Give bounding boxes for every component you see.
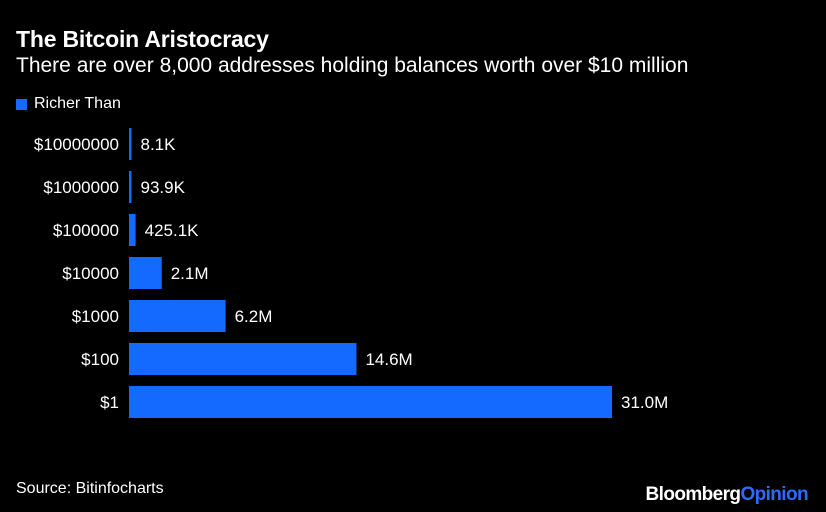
chart-subtitle: There are over 8,000 addresses holding b… <box>16 54 689 77</box>
brand-primary: Bloomberg <box>645 484 741 505</box>
y-tick-label: $1000000 <box>43 178 119 197</box>
y-tick-label: $10000000 <box>34 135 119 154</box>
bar <box>129 257 162 289</box>
bar <box>129 171 132 203</box>
chart-title: The Bitcoin Aristocracy <box>16 26 269 52</box>
data-label: 425.1K <box>145 221 200 240</box>
legend-swatch <box>16 98 27 110</box>
bloomberg-opinion-logo: BloombergOpinion <box>645 484 809 506</box>
y-tick-label: $1 <box>100 393 119 412</box>
y-tick-label: $100 <box>81 350 119 369</box>
data-label: 2.1M <box>171 264 209 283</box>
bar <box>129 300 226 332</box>
data-label: 8.1K <box>141 135 177 154</box>
brand-secondary: Opinion <box>740 484 808 505</box>
data-label: 6.2M <box>235 307 273 326</box>
data-label: 31.0M <box>621 393 668 412</box>
y-tick-label: $10000 <box>62 264 119 283</box>
source-note: Source: Bitinfocharts <box>16 480 164 497</box>
y-tick-label: $1000 <box>72 307 119 326</box>
bar <box>129 386 612 418</box>
legend-label: Richer Than <box>34 95 121 112</box>
bar <box>129 343 357 375</box>
bar <box>129 214 136 246</box>
data-label: 14.6M <box>365 350 412 369</box>
bar <box>129 128 132 160</box>
data-label: 93.9K <box>141 178 186 197</box>
legend: Richer Than <box>16 95 121 113</box>
y-tick-label: $100000 <box>53 221 119 240</box>
